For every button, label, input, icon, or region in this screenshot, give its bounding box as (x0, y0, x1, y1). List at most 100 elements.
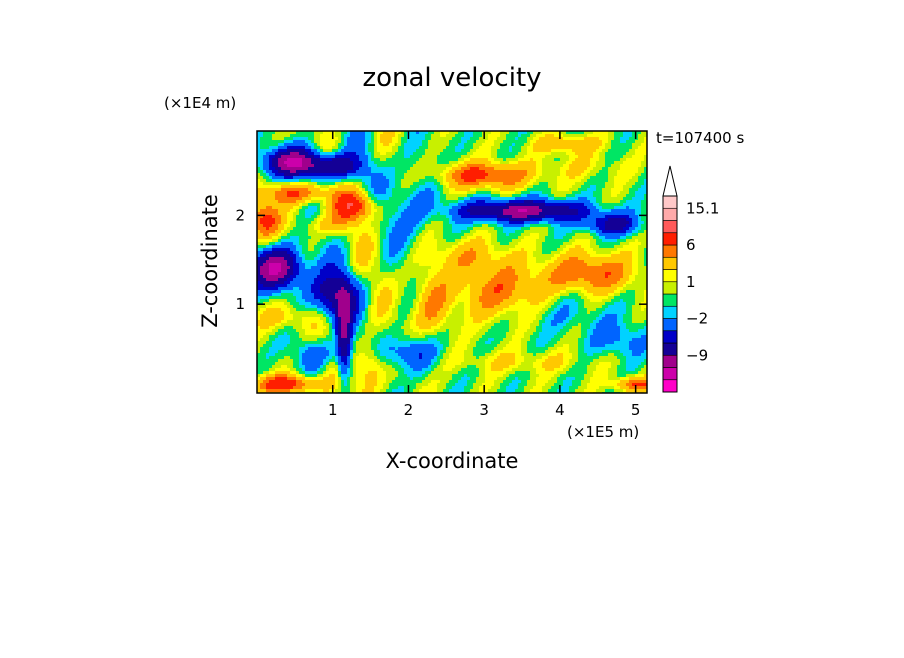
field-cell (266, 155, 269, 158)
field-cell (275, 188, 278, 191)
field-cell (326, 167, 329, 170)
field-cell (536, 215, 539, 218)
field-cell (530, 239, 533, 242)
field-cell (296, 146, 299, 149)
field-cell (317, 185, 320, 188)
field-cell (278, 245, 281, 248)
field-cell (305, 140, 308, 143)
field-cell (272, 161, 275, 164)
field-cell (380, 188, 383, 191)
field-cell (425, 146, 428, 149)
field-cell (335, 155, 338, 158)
field-cell (317, 131, 320, 134)
field-cell (551, 170, 554, 173)
field-cell (602, 167, 605, 170)
field-cell (563, 197, 566, 200)
field-cell (536, 185, 539, 188)
field-cell (542, 152, 545, 155)
field-cell (569, 200, 572, 203)
field-cell (356, 185, 359, 188)
field-cell (425, 209, 428, 212)
field-cell (284, 179, 287, 182)
field-cell (578, 185, 581, 188)
field-cell (452, 146, 455, 149)
field-cell (512, 194, 515, 197)
field-cell (407, 230, 410, 233)
field-cell (581, 227, 584, 230)
field-cell (455, 167, 458, 170)
field-cell (539, 224, 542, 227)
field-cell (476, 134, 479, 137)
field-cell (416, 176, 419, 179)
field-cell (518, 158, 521, 161)
field-cell (596, 239, 599, 242)
field-cell (326, 188, 329, 191)
field-cell (608, 188, 611, 191)
field-cell (311, 167, 314, 170)
field-cell (629, 197, 632, 200)
field-cell (305, 155, 308, 158)
field-cell (608, 218, 611, 221)
field-cell (314, 149, 317, 152)
field-cell (503, 194, 506, 197)
field-cell (455, 185, 458, 188)
field-cell (299, 188, 302, 191)
field-cell (644, 215, 647, 218)
field-cell (338, 158, 341, 161)
field-cell (329, 209, 332, 212)
field-cell (341, 137, 344, 140)
field-cell (398, 191, 401, 194)
field-cell (458, 137, 461, 140)
field-cell (380, 224, 383, 227)
field-cell (299, 179, 302, 182)
field-cell (530, 197, 533, 200)
field-cell (461, 191, 464, 194)
field-cell (530, 155, 533, 158)
field-cell (257, 137, 260, 140)
field-cell (350, 185, 353, 188)
field-cell (542, 170, 545, 173)
field-cell (302, 161, 305, 164)
field-cell (548, 227, 551, 230)
field-cell (608, 239, 611, 242)
field-cell (605, 149, 608, 152)
field-cell (494, 146, 497, 149)
field-cell (515, 182, 518, 185)
field-cell (308, 149, 311, 152)
field-cell (278, 194, 281, 197)
field-cell (356, 221, 359, 224)
field-cell (554, 212, 557, 215)
field-cell (512, 236, 515, 239)
field-cell (494, 179, 497, 182)
field-cell (362, 200, 365, 203)
field-cell (356, 227, 359, 230)
field-cell (365, 221, 368, 224)
field-cell (590, 155, 593, 158)
field-cell (485, 206, 488, 209)
field-cell (482, 221, 485, 224)
field-cell (527, 161, 530, 164)
field-cell (539, 194, 542, 197)
field-cell (503, 203, 506, 206)
field-cell (422, 131, 425, 134)
field-cell (497, 131, 500, 134)
field-cell (392, 188, 395, 191)
field-cell (338, 242, 341, 245)
field-cell (323, 197, 326, 200)
field-cell (350, 161, 353, 164)
field-cell (515, 188, 518, 191)
field-cell (530, 218, 533, 221)
field-cell (488, 206, 491, 209)
field-cell (566, 221, 569, 224)
field-cell (362, 194, 365, 197)
field-cell (590, 179, 593, 182)
field-cell (314, 227, 317, 230)
field-cell (578, 218, 581, 221)
field-cell (518, 221, 521, 224)
field-cell (563, 134, 566, 137)
field-cell (362, 239, 365, 242)
field-cell (527, 179, 530, 182)
field-cell (530, 233, 533, 236)
field-cell (428, 206, 431, 209)
field-cell (401, 185, 404, 188)
